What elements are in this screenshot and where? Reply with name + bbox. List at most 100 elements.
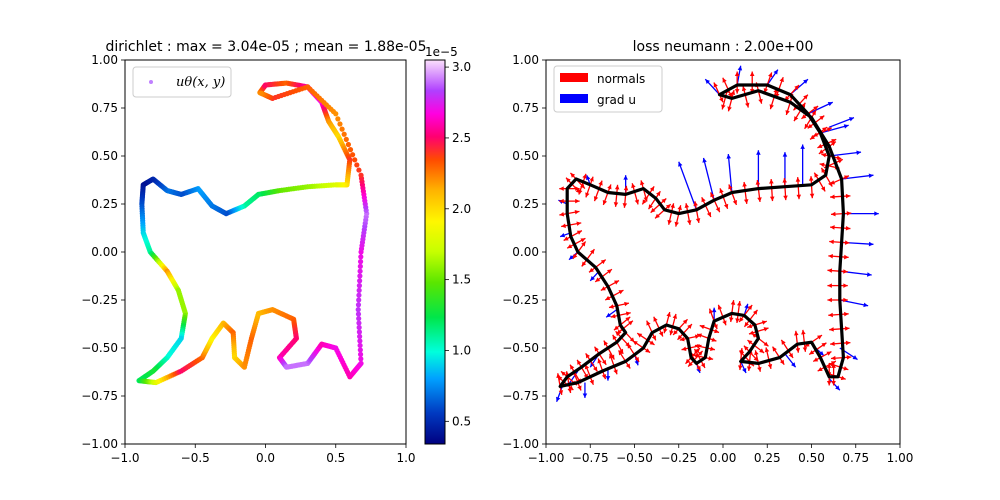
- normal-arrow: [830, 225, 843, 230]
- normal-arrow: [671, 313, 678, 328]
- normal-arrow: [665, 311, 671, 326]
- data-point: [358, 172, 364, 178]
- normal-arrow: [829, 239, 842, 245]
- normal-arrow: [632, 340, 644, 349]
- normal-arrow: [818, 179, 826, 192]
- grad-u-arrow: [704, 78, 720, 96]
- grad-u-arrow: [726, 154, 733, 193]
- normal-arrow: [801, 329, 806, 344]
- y-tick-label: 1.00: [91, 53, 118, 67]
- normal-arrow: [667, 211, 673, 225]
- normal-arrow: [798, 94, 809, 105]
- grad-u-arrow: [800, 144, 805, 187]
- grad-u-arrow: [743, 303, 749, 316]
- dirichlet-plot-area: [136, 80, 370, 386]
- data-point: [355, 307, 361, 313]
- normal-arrow: [827, 297, 840, 303]
- normal-arrow: [699, 324, 712, 331]
- data-point: [356, 324, 362, 331]
- grad-u-arrow: [841, 173, 874, 180]
- normal-arrow: [577, 241, 587, 253]
- data-point: [357, 278, 363, 284]
- grad-u-arrow: [784, 353, 797, 368]
- neumann-plot-area: [556, 65, 879, 402]
- data-point: [356, 297, 362, 303]
- normal-arrow: [743, 190, 749, 204]
- normal-arrow: [647, 197, 657, 210]
- x-tick-label: −1.0: [110, 451, 139, 465]
- normal-arrow: [722, 77, 729, 91]
- x-tick-label: −0.25: [660, 451, 697, 465]
- normal-arrow: [568, 221, 582, 226]
- normal-arrow: [793, 109, 802, 122]
- x-tick-label: 1.00: [887, 451, 914, 465]
- x-tick-label: −0.75: [572, 451, 609, 465]
- colorbar-gradient: [424, 59, 446, 445]
- legend-label-u: uθ(x, y): [176, 75, 225, 90]
- data-point: [357, 263, 363, 269]
- normal-arrow: [607, 279, 620, 288]
- normal-arrow: [586, 248, 595, 261]
- normal-arrow: [682, 323, 693, 335]
- normal-arrow: [597, 358, 604, 372]
- grad-u-arrow: [711, 307, 717, 320]
- normal-arrow: [622, 320, 634, 330]
- normal-arrow: [828, 253, 841, 259]
- normal-arrow: [809, 184, 815, 199]
- colorbar: 1e−5 0.5 1.0 1.5 2.0 2.5 3.0: [424, 45, 471, 445]
- legend-label-grad-u: grad u: [597, 93, 636, 107]
- right-legend: normals grad u: [553, 65, 663, 113]
- normal-arrow: [650, 203, 661, 214]
- x-tick-label: −1.00: [528, 451, 565, 465]
- y-tick-label: −0.75: [81, 389, 118, 403]
- normal-arrow: [626, 343, 636, 356]
- left-chart-title: dirichlet : max = 3.04e-05 ; mean = 1.88…: [106, 39, 427, 55]
- grad-u-arrow: [582, 382, 588, 398]
- normal-arrow: [753, 344, 765, 354]
- normal-arrow: [687, 334, 700, 340]
- left-axis-ticks: −1.0 −0.5 0.0 0.5 1.0 1.00 0.75 0.50 0.25 0.00 −0.…: [81, 53, 415, 465]
- x-tick-label: 0.5: [326, 451, 345, 465]
- data-point: [258, 90, 264, 96]
- data-point: [341, 131, 347, 137]
- normal-arrow: [825, 174, 833, 187]
- normal-arrow: [618, 311, 631, 316]
- dirichlet-panel: dirichlet : max = 3.04e-05 ; mean = 1.88…: [81, 39, 426, 465]
- colorbar-ticks: 0.5 1.0 1.5 2.0 2.5 3.0: [445, 60, 471, 428]
- x-tick-label: −0.5: [181, 451, 210, 465]
- normal-arrow: [830, 355, 844, 361]
- normal-arrow: [744, 94, 750, 108]
- normal-arrow: [585, 184, 591, 198]
- normal-arrow: [609, 353, 615, 367]
- data-point: [350, 152, 356, 158]
- normal-arrow: [694, 344, 708, 349]
- data-point: [347, 147, 354, 153]
- normal-arrow: [828, 362, 841, 368]
- colorbar-tick-label: 1.5: [452, 273, 471, 287]
- x-tick-label: 0.0: [256, 451, 275, 465]
- normal-arrow: [695, 209, 701, 224]
- x-tick-label: 0.75: [842, 451, 869, 465]
- normal-arrow: [828, 312, 841, 318]
- normal-arrow: [827, 283, 840, 288]
- normal-arrow: [653, 316, 660, 330]
- data-point: [343, 136, 349, 142]
- normal-arrow: [678, 318, 688, 330]
- normal-arrow: [815, 342, 827, 351]
- legend-label-normals: normals: [597, 72, 645, 86]
- data-point: [357, 338, 363, 344]
- colorbar-tick-label: 2.0: [452, 202, 471, 216]
- data-point: [354, 162, 360, 168]
- normal-arrow: [743, 304, 753, 316]
- normal-arrow: [749, 309, 758, 321]
- normal-arrow: [593, 188, 600, 202]
- normal-arrow: [567, 198, 580, 204]
- grad-u-arrow: [828, 378, 841, 391]
- grad-u-arrow: [820, 124, 849, 134]
- colorbar-tick-label: 2.5: [452, 131, 471, 145]
- neumann-panel: loss neumann : 2.00e+00 −1.00 −0.75 −0.50−…: [502, 39, 913, 465]
- data-point: [352, 157, 358, 163]
- normal-arrow: [708, 308, 715, 322]
- right-chart-title: loss neumann : 2.00e+00: [633, 39, 814, 55]
